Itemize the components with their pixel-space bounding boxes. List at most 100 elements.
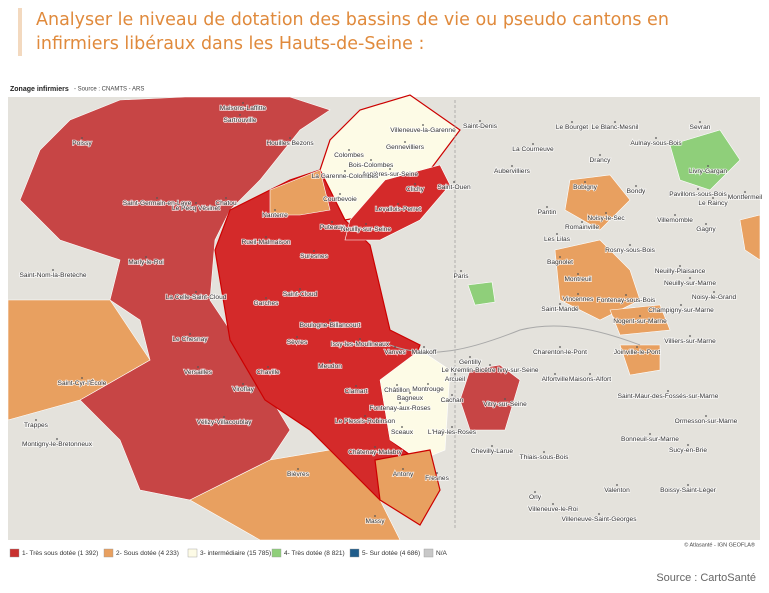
place-label: Vanves bbox=[384, 349, 406, 356]
place-dot bbox=[689, 335, 691, 337]
place-dot bbox=[397, 203, 399, 205]
zone bbox=[609, 304, 671, 336]
place-dot bbox=[504, 398, 506, 400]
place-label: Nogent-sur-Marne bbox=[613, 318, 667, 325]
place-label: Gennevilliers bbox=[386, 144, 425, 151]
place-dot bbox=[189, 333, 191, 335]
place-dot bbox=[605, 212, 607, 214]
zones bbox=[7, 94, 761, 541]
place-dot bbox=[348, 149, 350, 151]
place-label: Saint-Denis bbox=[463, 123, 498, 130]
place-label: Courbevoie bbox=[323, 196, 357, 203]
place-dot bbox=[423, 346, 425, 348]
zone bbox=[269, 169, 331, 216]
place-dot bbox=[589, 373, 591, 375]
place-dot bbox=[331, 221, 333, 223]
place-labels: Maisons-Laffitte Sartrouville Poissy Houill… bbox=[19, 102, 764, 526]
place-dot bbox=[667, 390, 669, 392]
legend-label: N/A bbox=[436, 550, 448, 557]
place-dot bbox=[577, 293, 579, 295]
place-label: Orly bbox=[529, 494, 542, 501]
legend-swatch bbox=[187, 548, 198, 558]
place-label: Houilles Bezons bbox=[266, 140, 314, 147]
place-label: Antony bbox=[393, 471, 414, 478]
place-label: Villeneuve-Saint-Georges bbox=[561, 516, 637, 523]
place-dot bbox=[344, 170, 346, 172]
place-dot bbox=[460, 270, 462, 272]
legend-label: 2- Sous dotée (4 233) bbox=[116, 550, 179, 557]
place-label: Le Pecq Vésinet bbox=[172, 205, 220, 212]
place-dot bbox=[689, 277, 691, 279]
place-dot bbox=[374, 515, 376, 517]
place-dot bbox=[35, 419, 37, 421]
place-label: Paris bbox=[453, 273, 469, 280]
place-label: Rueil-Malmaison bbox=[241, 239, 290, 246]
zone bbox=[19, 96, 331, 501]
place-dot bbox=[554, 373, 556, 375]
zone bbox=[564, 174, 631, 231]
place-dot bbox=[705, 415, 707, 417]
place-label: Versailles bbox=[184, 369, 213, 376]
zone bbox=[739, 214, 761, 261]
place-label: Villeneuve-le-Roi bbox=[528, 506, 578, 513]
place-dot bbox=[52, 269, 54, 271]
place-label: Nanterre bbox=[262, 212, 288, 219]
place-label: Issy-les-Moulineaux bbox=[331, 341, 390, 348]
place-dot bbox=[339, 193, 341, 195]
place-dot bbox=[195, 202, 197, 204]
place-label: Colombes bbox=[334, 152, 364, 159]
place-dot bbox=[329, 319, 331, 321]
place-dot bbox=[614, 121, 616, 123]
place-label: Chatou bbox=[215, 200, 237, 207]
place-label: Vitry-sur-Seine bbox=[483, 401, 527, 408]
zone bbox=[344, 164, 451, 241]
heading-line: infirmiers libéraux dans les Hauts-de-Se… bbox=[36, 34, 425, 54]
place-dot bbox=[454, 373, 456, 375]
place-dot bbox=[511, 165, 513, 167]
place-label: Sucy-en-Brie bbox=[669, 447, 707, 454]
place-label: Vincennes bbox=[563, 296, 594, 303]
place-dot bbox=[636, 346, 638, 348]
place-dot bbox=[712, 197, 714, 199]
place-label: Meudon bbox=[318, 363, 342, 370]
place-label: Le Blanc-Mesnil bbox=[592, 124, 639, 131]
place-label: Chevilly-Larue bbox=[471, 448, 513, 455]
footer-source: Source : CartoSanté bbox=[656, 572, 756, 584]
place-label: Noisy-le-Grand bbox=[692, 294, 737, 301]
place-label: Asnières-sur-Seine bbox=[362, 171, 418, 178]
zone bbox=[554, 239, 641, 321]
place-label: Gentilly bbox=[459, 359, 482, 366]
place-dot bbox=[534, 491, 536, 493]
place-label: Bonneuil-sur-Marne bbox=[621, 436, 679, 443]
legend: 1- Très sous dotée (1 392) 2- Sous dotée … bbox=[9, 548, 448, 558]
place-dot bbox=[145, 256, 147, 258]
place-label: Garches bbox=[254, 300, 280, 307]
place-dot bbox=[329, 360, 331, 362]
place-label: L'Haÿ-les-Roses bbox=[428, 429, 477, 436]
legend-swatch bbox=[423, 548, 434, 558]
place-dot bbox=[359, 338, 361, 340]
place-label: Rosny-sous-Bois bbox=[605, 247, 656, 254]
place-dot bbox=[581, 221, 583, 223]
zone bbox=[7, 299, 151, 421]
place-dot bbox=[414, 183, 416, 185]
place-label: Neuilly-sur-Marne bbox=[664, 280, 716, 287]
place-dot bbox=[355, 385, 357, 387]
place-dot bbox=[299, 288, 301, 290]
place-label: Bagnolet bbox=[547, 259, 573, 266]
place-dot bbox=[81, 377, 83, 379]
place-dot bbox=[491, 445, 493, 447]
legend-swatch bbox=[271, 548, 282, 558]
place-label: Noisy-le-Sec bbox=[587, 215, 625, 222]
place-label: Fontenay-sous-Bois bbox=[597, 297, 656, 304]
legend-label: 1- Très sous dotée (1 392) bbox=[22, 550, 98, 557]
place-dot bbox=[296, 336, 298, 338]
place-dot bbox=[225, 197, 227, 199]
place-label: Saint-Nom-la-Bretèche bbox=[19, 272, 86, 279]
place-label: Neuilly-sur-Seine bbox=[341, 226, 392, 233]
place-label: Sevran bbox=[690, 124, 711, 131]
place-label: Marly-le-Roi bbox=[128, 259, 164, 266]
place-label: Bagneux bbox=[397, 395, 424, 402]
place-dot bbox=[242, 102, 244, 104]
place-dot bbox=[479, 120, 481, 122]
